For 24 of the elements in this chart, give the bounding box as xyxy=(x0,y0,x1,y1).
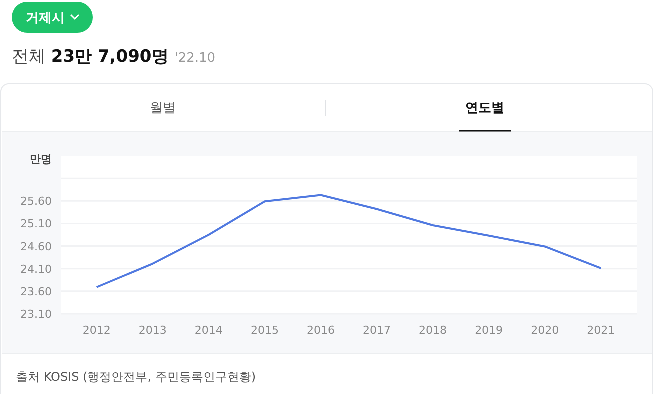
x-tick-label: 2018 xyxy=(419,324,448,337)
y-tick-label: 25.60 xyxy=(20,195,52,208)
y-axis-title: 만명 xyxy=(30,153,52,166)
line-series xyxy=(96,194,602,288)
text: 월별 xyxy=(150,101,176,116)
y-tick-label: 24.60 xyxy=(20,240,52,254)
x-tick-label: 2016 xyxy=(306,324,335,337)
source-note: 출처 KOSIS (행정안전부, 주민등록인구현황) xyxy=(16,370,256,384)
x-tick-label: 2019 xyxy=(475,324,504,337)
x-tick-label: 2013 xyxy=(138,324,167,337)
y-tick-label: 23.10 xyxy=(20,308,52,321)
x-tick-label: 2021 xyxy=(587,324,616,337)
text: '22.10 xyxy=(174,51,216,66)
x-tick-label: 2020 xyxy=(531,324,560,337)
x-tick-label: 2015 xyxy=(250,324,279,337)
x-tick-label: 2014 xyxy=(194,324,223,337)
y-tick-label: 25.10 xyxy=(20,218,52,231)
text: 거제시 xyxy=(26,11,65,26)
text: 연도별 xyxy=(466,101,504,116)
y-tick-label: 23.60 xyxy=(20,285,52,298)
y-tick-label: 24.10 xyxy=(20,262,52,276)
chart-title: 전체 23만 7,090명 xyxy=(12,47,169,67)
x-tick-label: 2017 xyxy=(363,324,392,337)
x-tick-label: 2012 xyxy=(82,324,111,337)
